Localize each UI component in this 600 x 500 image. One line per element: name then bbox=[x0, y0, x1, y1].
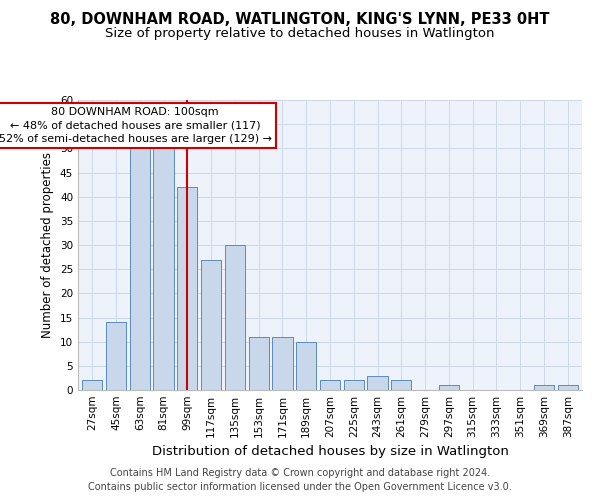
Bar bbox=[154, 148, 173, 390]
Bar bbox=[272, 337, 293, 390]
Bar bbox=[534, 385, 554, 390]
Bar bbox=[177, 187, 197, 390]
Bar bbox=[106, 322, 126, 390]
Text: 80 DOWNHAM ROAD: 100sqm
← 48% of detached houses are smaller (117)
52% of semi-d: 80 DOWNHAM ROAD: 100sqm ← 48% of detache… bbox=[0, 108, 272, 144]
Bar bbox=[344, 380, 364, 390]
Bar bbox=[201, 260, 221, 390]
Text: Contains HM Land Registry data © Crown copyright and database right 2024.: Contains HM Land Registry data © Crown c… bbox=[110, 468, 490, 477]
X-axis label: Distribution of detached houses by size in Watlington: Distribution of detached houses by size … bbox=[152, 446, 508, 458]
Bar bbox=[439, 385, 459, 390]
Bar bbox=[391, 380, 412, 390]
Bar bbox=[225, 245, 245, 390]
Text: Contains public sector information licensed under the Open Government Licence v3: Contains public sector information licen… bbox=[88, 482, 512, 492]
Bar bbox=[82, 380, 103, 390]
Bar bbox=[557, 385, 578, 390]
Bar bbox=[248, 337, 269, 390]
Bar bbox=[296, 342, 316, 390]
Bar bbox=[320, 380, 340, 390]
Text: 80, DOWNHAM ROAD, WATLINGTON, KING'S LYNN, PE33 0HT: 80, DOWNHAM ROAD, WATLINGTON, KING'S LYN… bbox=[50, 12, 550, 28]
Y-axis label: Number of detached properties: Number of detached properties bbox=[41, 152, 55, 338]
Bar bbox=[130, 148, 150, 390]
Bar bbox=[367, 376, 388, 390]
Text: Size of property relative to detached houses in Watlington: Size of property relative to detached ho… bbox=[105, 28, 495, 40]
